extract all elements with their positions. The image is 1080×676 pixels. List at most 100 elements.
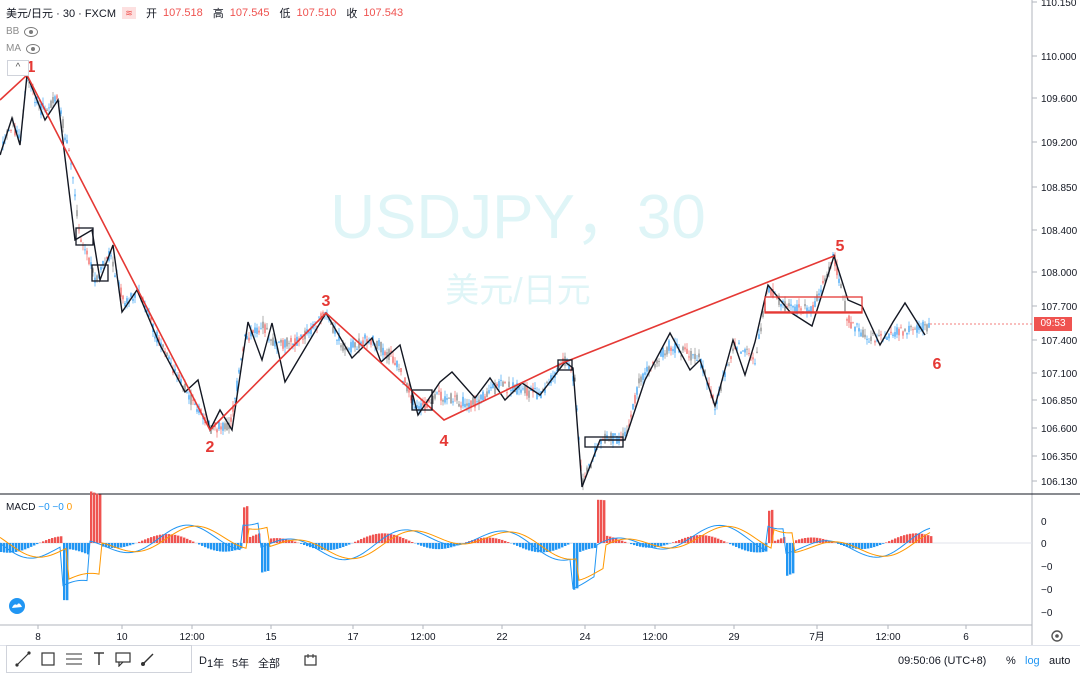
tradingview-logo-icon[interactable] [9,598,25,614]
macd-histogram-bar [621,541,623,543]
macd-label: MACD [6,502,35,513]
macd-histogram-bar [207,543,209,548]
macd-axis-label: 0 [1041,539,1047,550]
range-d-button[interactable]: D [199,655,207,667]
candle-body [546,382,547,383]
clock-display[interactable]: 09:50:06 (UTC+8) [898,655,986,667]
wave-label-3: 3 [322,293,331,310]
candle-body [166,353,167,356]
symbol-title[interactable]: 美元/日元 · 30 · FXCM [6,5,116,21]
range-1y-button[interactable]: 1年 [207,655,224,671]
macd-histogram-bar [93,493,95,543]
candle-body [290,338,291,342]
eye-icon[interactable] [24,27,38,37]
text-tool-icon[interactable] [92,651,106,667]
candle-body [60,110,61,114]
candle-body [804,304,805,306]
macd-histogram-bar [513,543,515,545]
macd-histogram-bar [129,543,131,545]
macd-histogram-bar [138,542,140,543]
candle-body [926,324,927,331]
macd-histogram-bar [57,537,59,543]
macd-histogram-bar [303,543,305,545]
candle-body [454,396,455,397]
ohlc-close: 107.543 [363,7,403,19]
price-label: 106.130 [1041,477,1078,488]
macd-histogram-bar [909,534,911,543]
macd-histogram-bar [30,543,32,547]
candle-body [738,343,739,344]
candle-body [892,335,893,336]
price-label: 106.350 [1041,452,1078,463]
trend-line-icon[interactable] [15,651,31,667]
brush-tool-icon[interactable] [140,651,156,667]
candle-body [74,194,75,196]
macd-histogram-bar [882,543,884,544]
macd-histogram-bar [918,533,920,543]
macd-histogram-bar [807,538,809,543]
candle-body [460,405,461,407]
price-label: 108.850 [1041,183,1078,194]
indicator-bb[interactable]: BB [6,26,38,37]
macd-histogram-bar [678,540,680,543]
macd-histogram-bar [552,543,554,551]
callout-tool-icon[interactable] [115,651,131,667]
macd-histogram-bar [735,543,737,547]
macd-histogram-bar [900,536,902,543]
macd-histogram-bar [528,543,530,550]
range-all-button[interactable]: 全部 [258,655,280,671]
candle-body [288,343,289,344]
auto-scale-toggle[interactable]: auto [1049,655,1070,667]
collapse-legend-button[interactable]: ^ [7,60,29,76]
candle-body [224,423,225,429]
log-scale-toggle[interactable]: log [1025,655,1040,667]
eye-icon[interactable] [26,44,40,54]
macd-histogram-bar [894,538,896,543]
macd-histogram-bar [204,543,206,547]
candle-body [694,354,695,359]
candle-body [190,394,191,405]
macd-histogram-bar [744,543,746,550]
gear-icon[interactable] [1052,631,1062,641]
macd-histogram-bar [426,543,428,548]
wave-polyline [0,75,834,430]
wave-label-5: 5 [836,238,845,255]
candle-body [216,429,217,432]
macd-histogram-bar [789,543,791,575]
candle-body [84,249,85,250]
percent-scale-toggle[interactable]: % [1006,655,1016,667]
candle-body [860,333,861,337]
compare-icon[interactable]: ≋ [122,7,136,19]
macd-histogram-bar [492,538,494,543]
macd-histogram-bar [777,540,779,543]
macd-histogram-bar [3,543,5,552]
candle-body [52,97,53,103]
candle-body [86,251,87,255]
candle-body [472,397,473,404]
candle-body [636,387,637,395]
fib-tool-icon[interactable] [65,651,83,667]
macd-histogram-bar [354,542,356,543]
macd-histogram-bar [186,539,188,543]
price-axis[interactable]: 110.150110.000109.600109.200108.850108.4… [1032,0,1078,488]
rectangle-tool-icon[interactable] [40,651,56,667]
candle-body [260,328,261,329]
range-5y-button[interactable]: 5年 [232,655,249,671]
date-range-icon[interactable] [304,653,318,670]
candle-body [614,433,615,435]
macd-histogram-bar [780,538,782,543]
macd-histogram-bar [249,537,251,543]
macd-histogram-bar [180,536,182,543]
candle-body [240,359,241,360]
candle-body [194,404,195,405]
candle-body [186,392,187,393]
candle-body [852,322,853,323]
indicator-ma[interactable]: MA [6,43,40,54]
price-label: 106.600 [1041,424,1078,435]
time-label: 6 [963,632,969,643]
macd-hist-value: 0 [67,502,73,513]
macd-histogram-bar [216,543,218,551]
macd-histogram-bar [27,543,29,548]
